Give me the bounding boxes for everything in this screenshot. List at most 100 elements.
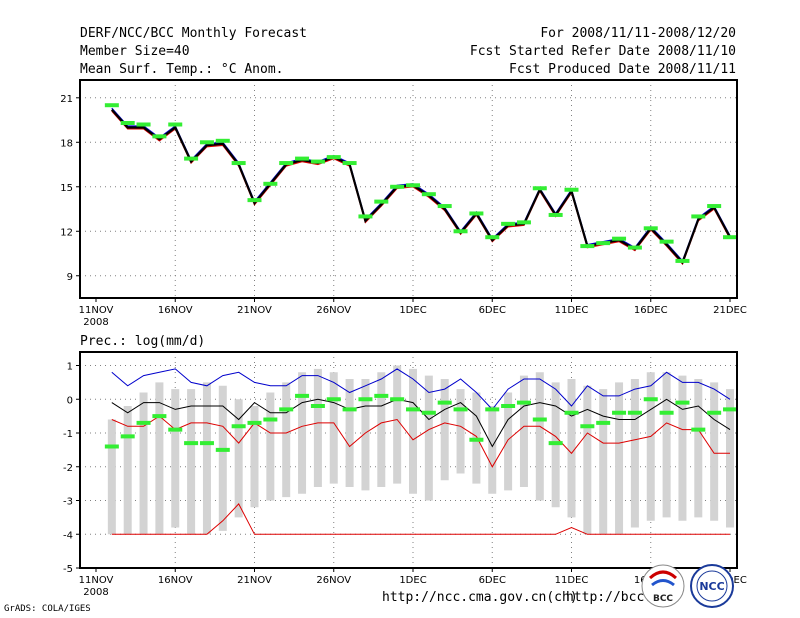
observed-marker bbox=[501, 404, 516, 408]
observed-marker bbox=[342, 161, 357, 166]
observed-marker bbox=[612, 410, 627, 415]
observed-marker bbox=[675, 258, 690, 263]
observed-marker bbox=[643, 397, 658, 402]
observed-marker bbox=[580, 424, 595, 429]
observed-marker bbox=[548, 441, 563, 446]
observed-marker bbox=[421, 192, 436, 197]
observed-marker bbox=[659, 239, 674, 244]
ensemble-range-bar bbox=[726, 389, 734, 528]
lower-line bbox=[111, 110, 731, 266]
observed-marker bbox=[564, 410, 579, 415]
observed-marker bbox=[485, 235, 500, 240]
ensemble-range-bar bbox=[218, 385, 227, 531]
observed-marker bbox=[295, 156, 310, 161]
observed-marker bbox=[358, 397, 373, 402]
observed-marker bbox=[453, 407, 468, 412]
observed-marker bbox=[231, 161, 246, 166]
y-tick-label: 1 bbox=[67, 362, 73, 373]
observed-marker bbox=[659, 410, 674, 415]
observed-marker bbox=[532, 186, 547, 191]
observed-marker bbox=[390, 397, 405, 402]
observed-marker bbox=[168, 427, 183, 432]
forecast-period: For 2008/11/11-2008/12/20 bbox=[540, 26, 736, 41]
precip-title: Prec.: log(mm/d) bbox=[80, 334, 205, 349]
y-tick-label: 15 bbox=[60, 183, 73, 194]
observed-marker bbox=[231, 424, 246, 429]
observed-marker bbox=[469, 437, 484, 442]
ensemble-range-bar bbox=[488, 406, 497, 494]
y-tick-label: 12 bbox=[60, 227, 73, 238]
member-size-label: Member Size=40 bbox=[80, 44, 190, 59]
ensemble-range-bar bbox=[662, 372, 671, 518]
ensemble-range-bar bbox=[234, 399, 243, 518]
ensemble-range-bar bbox=[694, 379, 703, 518]
ensemble-range-bar bbox=[393, 365, 402, 484]
observed-marker bbox=[374, 199, 389, 204]
x-tick-label: 16NOV bbox=[158, 305, 193, 316]
ensemble-mean-line bbox=[111, 398, 731, 448]
observed-marker bbox=[263, 417, 278, 422]
observed-marker bbox=[437, 400, 452, 405]
ensemble-range-bar bbox=[519, 375, 528, 487]
ensemble-range-bar bbox=[329, 372, 338, 484]
observed-marker bbox=[215, 447, 230, 452]
ensemble-range-bar bbox=[250, 406, 259, 508]
panel-precipitation: -5 -4 -3 -2 -1 0 1 11NOV 16NOV 21NOV 26NOV 1DEC 6DEC… bbox=[63, 351, 747, 598]
x-tick-label: 21NOV bbox=[237, 305, 272, 316]
y-tick-label: 21 bbox=[60, 94, 73, 105]
x-year-label: 2008 bbox=[83, 587, 108, 598]
plot-frame bbox=[79, 351, 738, 569]
observed-marker bbox=[358, 214, 373, 219]
observed-marker bbox=[691, 214, 706, 219]
observed-marker bbox=[136, 122, 151, 127]
ensemble-range-bar bbox=[440, 379, 449, 481]
grads-credit: GrADS: COLA/IGES bbox=[4, 604, 91, 614]
x-tick-label: 6DEC bbox=[479, 575, 506, 586]
lower-extreme-line bbox=[111, 503, 730, 535]
x-tick-label: 11NOV bbox=[79, 305, 114, 316]
ensemble-range-bar bbox=[409, 368, 417, 494]
observed-marker bbox=[675, 400, 690, 405]
observed-marker bbox=[184, 441, 199, 446]
x-tick-label: 26NOV bbox=[316, 305, 351, 316]
x-tick-label: 6DEC bbox=[479, 305, 506, 316]
ensemble-range-bar bbox=[678, 375, 687, 521]
ensemble-mean-line bbox=[110, 108, 731, 265]
observed-marker bbox=[184, 156, 199, 161]
observed-marker bbox=[199, 140, 214, 145]
observed-marker bbox=[627, 410, 642, 415]
observed-marker bbox=[596, 241, 611, 246]
variable-label: Mean Surf. Temp.: °C Anom. bbox=[80, 62, 284, 77]
observed-marker bbox=[279, 161, 294, 166]
ensemble-range-bar bbox=[535, 372, 544, 501]
ncc-url: http://ncc.cma.gov.cn(ch) bbox=[382, 590, 578, 605]
observed-marker bbox=[532, 417, 547, 422]
ensemble-range-bar bbox=[266, 392, 275, 501]
observed-marker bbox=[596, 420, 611, 425]
observed-marker bbox=[104, 444, 119, 449]
ensemble-range-bar bbox=[646, 372, 655, 521]
ensemble-range-bar bbox=[123, 406, 132, 535]
observed-marker bbox=[707, 410, 722, 415]
bcc-url: http://bcc.c bbox=[566, 590, 660, 605]
observed-marker bbox=[723, 407, 737, 412]
ensemble-range-bar bbox=[202, 382, 211, 535]
x-tick-label: 1DEC bbox=[399, 305, 426, 316]
x-tick-label: 11DEC bbox=[555, 575, 589, 586]
observed-marker bbox=[199, 441, 214, 446]
observed-marker bbox=[152, 414, 167, 419]
ensemble-range-bar bbox=[630, 379, 639, 528]
observed-marker bbox=[374, 393, 389, 398]
upper-line bbox=[111, 368, 731, 411]
ensemble-range-bar bbox=[139, 392, 148, 535]
observed-marker bbox=[469, 211, 484, 216]
observed-marker bbox=[295, 393, 310, 398]
y-tick-label: -1 bbox=[63, 429, 73, 440]
upper-line bbox=[111, 107, 731, 263]
observed-marker bbox=[406, 183, 420, 188]
observed-marker bbox=[723, 235, 737, 240]
y-tick-label: -2 bbox=[63, 463, 73, 474]
x-tick-label: 21NOV bbox=[237, 575, 272, 586]
x-tick-label: 21DEC bbox=[713, 575, 747, 586]
observed-marker bbox=[516, 400, 531, 405]
